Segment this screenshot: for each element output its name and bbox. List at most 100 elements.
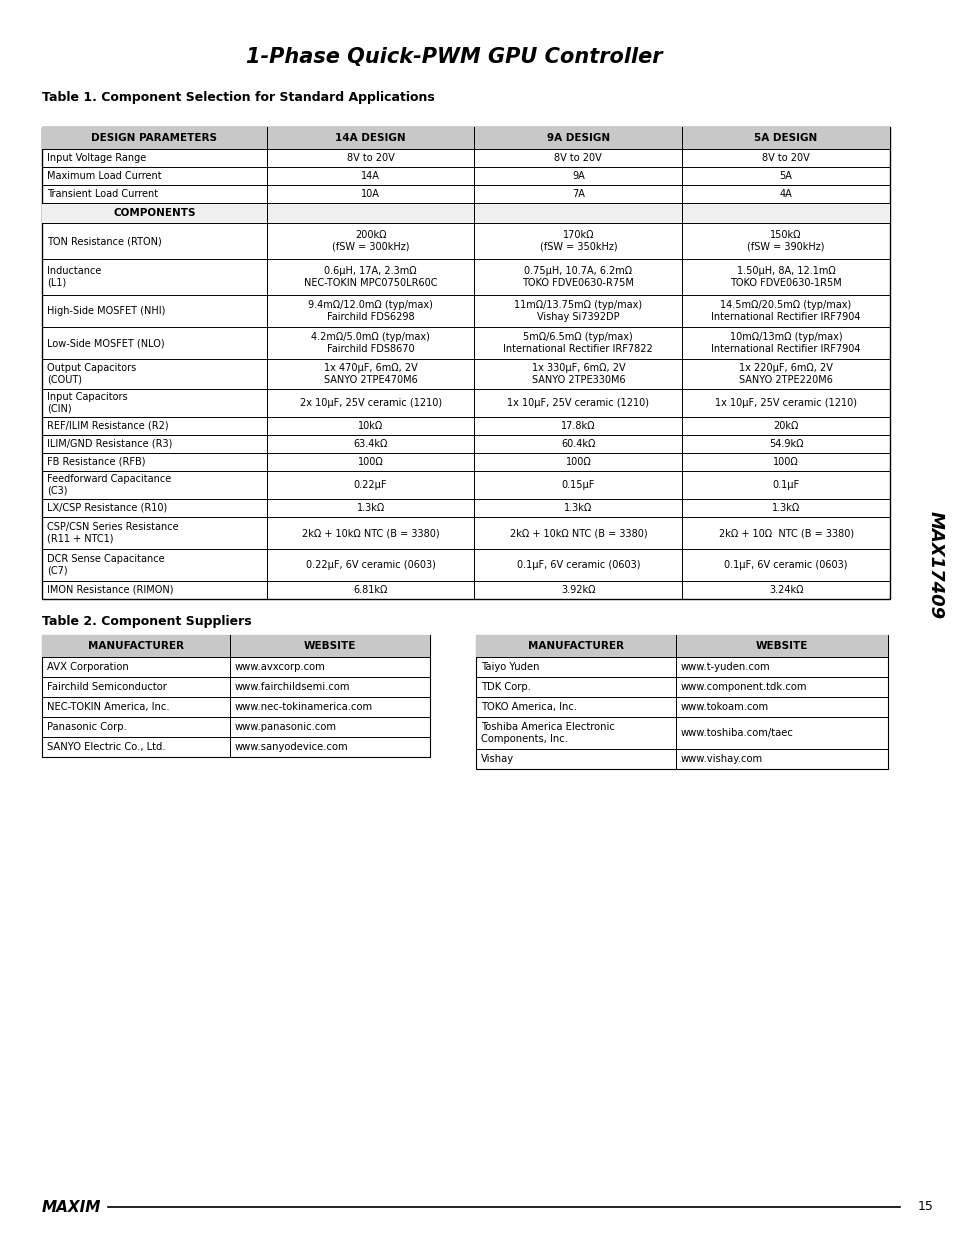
Text: 14A: 14A bbox=[361, 170, 379, 182]
Text: 9A DESIGN: 9A DESIGN bbox=[546, 133, 609, 143]
Text: www.t-yuden.com: www.t-yuden.com bbox=[680, 662, 770, 672]
Text: Table 1. Component Selection for Standard Applications: Table 1. Component Selection for Standar… bbox=[42, 90, 435, 104]
Bar bbox=[42, 203, 889, 224]
Text: 2x 10μF, 25V ceramic (1210): 2x 10μF, 25V ceramic (1210) bbox=[299, 398, 441, 408]
Text: 15: 15 bbox=[917, 1200, 933, 1214]
Text: DESIGN PARAMETERS: DESIGN PARAMETERS bbox=[91, 133, 217, 143]
Text: 0.1μF: 0.1μF bbox=[772, 480, 799, 490]
Text: 6.81kΩ: 6.81kΩ bbox=[353, 585, 387, 595]
Text: 1x 220μF, 6mΩ, 2V
SANYO 2TPE220M6: 1x 220μF, 6mΩ, 2V SANYO 2TPE220M6 bbox=[739, 363, 832, 385]
Text: 2kΩ + 10kΩ NTC (B = 3380): 2kΩ + 10kΩ NTC (B = 3380) bbox=[301, 529, 439, 538]
Text: 1.3kΩ: 1.3kΩ bbox=[356, 503, 384, 513]
Text: 0.1μF, 6V ceramic (0603): 0.1μF, 6V ceramic (0603) bbox=[723, 559, 847, 571]
Text: 1x 470μF, 6mΩ, 2V
SANYO 2TPE470M6: 1x 470μF, 6mΩ, 2V SANYO 2TPE470M6 bbox=[323, 363, 417, 385]
Text: TOKO America, Inc.: TOKO America, Inc. bbox=[480, 701, 577, 713]
Text: 8V to 20V: 8V to 20V bbox=[554, 153, 601, 163]
Text: 170kΩ
(fSW = 350kHz): 170kΩ (fSW = 350kHz) bbox=[539, 230, 617, 252]
Text: 4A: 4A bbox=[779, 189, 792, 199]
Bar bbox=[42, 635, 430, 757]
Text: 9A: 9A bbox=[572, 170, 584, 182]
Text: 10mΩ/13mΩ (typ/max)
International Rectifier IRF7904: 10mΩ/13mΩ (typ/max) International Rectif… bbox=[711, 332, 860, 353]
Bar bbox=[42, 635, 430, 657]
Text: 7A: 7A bbox=[571, 189, 584, 199]
Text: 5A DESIGN: 5A DESIGN bbox=[754, 133, 817, 143]
Text: www.vishay.com: www.vishay.com bbox=[680, 755, 762, 764]
Text: TDK Corp.: TDK Corp. bbox=[480, 682, 530, 692]
Text: 100Ω: 100Ω bbox=[773, 457, 799, 467]
Text: 8V to 20V: 8V to 20V bbox=[761, 153, 809, 163]
Text: 1.3kΩ: 1.3kΩ bbox=[771, 503, 800, 513]
Text: MAX17409: MAX17409 bbox=[926, 511, 944, 619]
Bar bbox=[476, 635, 887, 657]
Bar bbox=[42, 127, 889, 599]
Text: www.tokoam.com: www.tokoam.com bbox=[680, 701, 768, 713]
Text: 8V to 20V: 8V to 20V bbox=[346, 153, 394, 163]
Text: 9.4mΩ/12.0mΩ (typ/max)
Fairchild FDS6298: 9.4mΩ/12.0mΩ (typ/max) Fairchild FDS6298 bbox=[308, 300, 433, 322]
Text: 63.4kΩ: 63.4kΩ bbox=[353, 438, 387, 450]
Text: 200kΩ
(fSW = 300kHz): 200kΩ (fSW = 300kHz) bbox=[332, 230, 409, 252]
Text: www.sanyodevice.com: www.sanyodevice.com bbox=[234, 742, 348, 752]
Text: MANUFACTURER: MANUFACTURER bbox=[527, 641, 623, 651]
Text: 0.1μF, 6V ceramic (0603): 0.1μF, 6V ceramic (0603) bbox=[517, 559, 639, 571]
Text: TON Resistance (RTON): TON Resistance (RTON) bbox=[47, 236, 162, 246]
Text: 0.22μF: 0.22μF bbox=[354, 480, 387, 490]
Text: 14.5mΩ/20.5mΩ (typ/max)
International Rectifier IRF7904: 14.5mΩ/20.5mΩ (typ/max) International Re… bbox=[711, 300, 860, 322]
Text: 0.15μF: 0.15μF bbox=[561, 480, 595, 490]
Text: 4.2mΩ/5.0mΩ (typ/max)
Fairchild FDS8670: 4.2mΩ/5.0mΩ (typ/max) Fairchild FDS8670 bbox=[311, 332, 430, 353]
Text: 2kΩ + 10kΩ NTC (B = 3380): 2kΩ + 10kΩ NTC (B = 3380) bbox=[509, 529, 646, 538]
Text: 1x 330μF, 6mΩ, 2V
SANYO 2TPE330M6: 1x 330μF, 6mΩ, 2V SANYO 2TPE330M6 bbox=[531, 363, 624, 385]
Text: 1.50μH, 8A, 12.1mΩ
TOKO FDVE0630-1R5M: 1.50μH, 8A, 12.1mΩ TOKO FDVE0630-1R5M bbox=[729, 267, 841, 288]
Text: Panasonic Corp.: Panasonic Corp. bbox=[47, 722, 127, 732]
Text: Input Capacitors
(CIN): Input Capacitors (CIN) bbox=[47, 393, 128, 414]
Text: DCR Sense Capacitance
(C7): DCR Sense Capacitance (C7) bbox=[47, 555, 165, 576]
Text: WEBSITE: WEBSITE bbox=[303, 641, 355, 651]
Text: Feedforward Capacitance
(C3): Feedforward Capacitance (C3) bbox=[47, 474, 172, 495]
Text: 100Ω: 100Ω bbox=[357, 457, 383, 467]
Text: 100Ω: 100Ω bbox=[565, 457, 591, 467]
Text: Table 2. Component Suppliers: Table 2. Component Suppliers bbox=[42, 615, 252, 627]
Text: 20kΩ: 20kΩ bbox=[773, 421, 798, 431]
Text: IMON Resistance (RIMON): IMON Resistance (RIMON) bbox=[47, 585, 173, 595]
Text: 0.22μF, 6V ceramic (0603): 0.22μF, 6V ceramic (0603) bbox=[305, 559, 436, 571]
Text: Maximum Load Current: Maximum Load Current bbox=[47, 170, 161, 182]
Text: 3.24kΩ: 3.24kΩ bbox=[768, 585, 802, 595]
Text: High-Side MOSFET (NHI): High-Side MOSFET (NHI) bbox=[47, 306, 165, 316]
Text: www.component.tdk.com: www.component.tdk.com bbox=[680, 682, 806, 692]
Text: ILIM/GND Resistance (R3): ILIM/GND Resistance (R3) bbox=[47, 438, 172, 450]
Bar bbox=[42, 127, 889, 149]
Text: www.nec-tokinamerica.com: www.nec-tokinamerica.com bbox=[234, 701, 373, 713]
Text: www.toshiba.com/taec: www.toshiba.com/taec bbox=[680, 727, 793, 739]
Text: Low-Side MOSFET (NLO): Low-Side MOSFET (NLO) bbox=[47, 338, 165, 348]
Text: Fairchild Semiconductor: Fairchild Semiconductor bbox=[47, 682, 167, 692]
Text: 17.8kΩ: 17.8kΩ bbox=[560, 421, 595, 431]
Text: 10A: 10A bbox=[361, 189, 379, 199]
Text: 2kΩ + 10Ω  NTC (B = 3380): 2kΩ + 10Ω NTC (B = 3380) bbox=[718, 529, 853, 538]
Text: AVX Corporation: AVX Corporation bbox=[47, 662, 129, 672]
Text: 1-Phase Quick-PWM GPU Controller: 1-Phase Quick-PWM GPU Controller bbox=[246, 47, 661, 67]
Text: www.panasonic.com: www.panasonic.com bbox=[234, 722, 336, 732]
Text: Input Voltage Range: Input Voltage Range bbox=[47, 153, 146, 163]
Text: Vishay: Vishay bbox=[480, 755, 514, 764]
Text: WEBSITE: WEBSITE bbox=[755, 641, 807, 651]
Text: Toshiba America Electronic
Components, Inc.: Toshiba America Electronic Components, I… bbox=[480, 722, 615, 743]
Text: 1.3kΩ: 1.3kΩ bbox=[563, 503, 592, 513]
Text: 1x 10μF, 25V ceramic (1210): 1x 10μF, 25V ceramic (1210) bbox=[507, 398, 649, 408]
Text: 5A: 5A bbox=[779, 170, 792, 182]
Text: Transient Load Current: Transient Load Current bbox=[47, 189, 158, 199]
Text: 5mΩ/6.5mΩ (typ/max)
International Rectifier IRF7822: 5mΩ/6.5mΩ (typ/max) International Rectif… bbox=[503, 332, 653, 353]
Text: SANYO Electric Co., Ltd.: SANYO Electric Co., Ltd. bbox=[47, 742, 166, 752]
Text: LX/CSP Resistance (R10): LX/CSP Resistance (R10) bbox=[47, 503, 167, 513]
Text: www.avxcorp.com: www.avxcorp.com bbox=[234, 662, 325, 672]
Text: 150kΩ
(fSW = 390kHz): 150kΩ (fSW = 390kHz) bbox=[746, 230, 824, 252]
Text: MAXIM: MAXIM bbox=[42, 1199, 101, 1214]
Bar bbox=[476, 635, 887, 769]
Text: 0.6μH, 17A, 2.3mΩ
NEC-TOKIN MPC0750LR60C: 0.6μH, 17A, 2.3mΩ NEC-TOKIN MPC0750LR60C bbox=[304, 267, 436, 288]
Text: 11mΩ/13.75mΩ (typ/max)
Vishay Si7392DP: 11mΩ/13.75mΩ (typ/max) Vishay Si7392DP bbox=[514, 300, 641, 322]
Text: 1x 10μF, 25V ceramic (1210): 1x 10μF, 25V ceramic (1210) bbox=[715, 398, 856, 408]
Text: 60.4kΩ: 60.4kΩ bbox=[560, 438, 595, 450]
Text: NEC-TOKIN America, Inc.: NEC-TOKIN America, Inc. bbox=[47, 701, 170, 713]
Text: 14A DESIGN: 14A DESIGN bbox=[335, 133, 405, 143]
Text: 10kΩ: 10kΩ bbox=[357, 421, 383, 431]
Text: Taiyo Yuden: Taiyo Yuden bbox=[480, 662, 539, 672]
Text: FB Resistance (RFB): FB Resistance (RFB) bbox=[47, 457, 146, 467]
